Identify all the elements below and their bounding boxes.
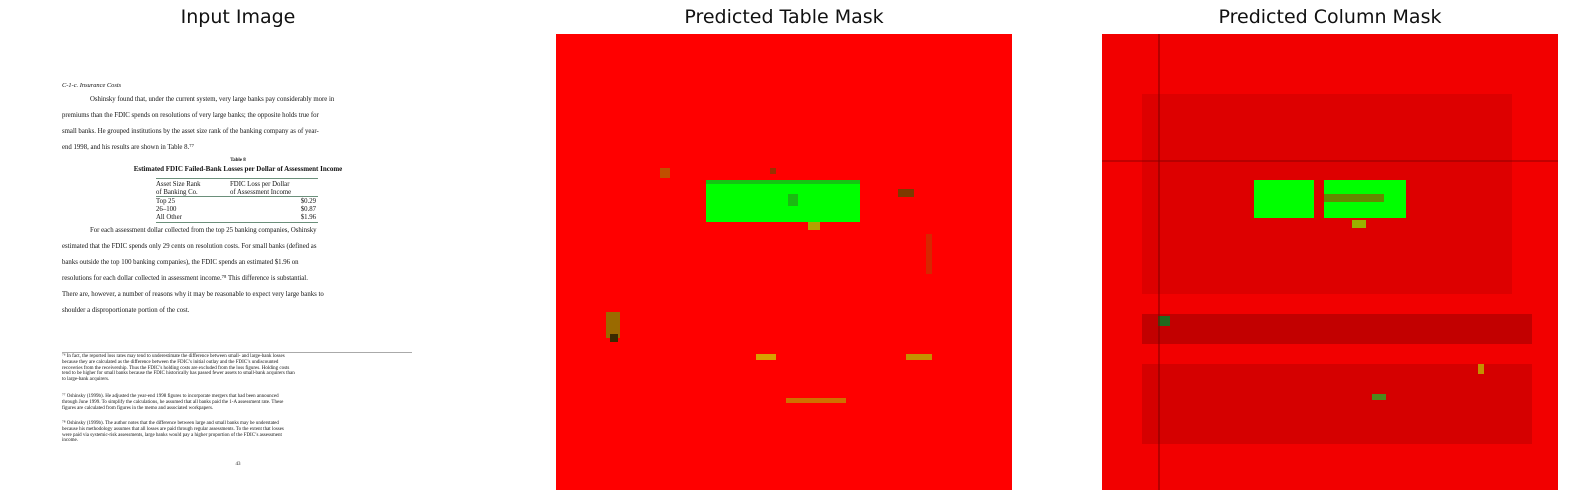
footnote-line: ⁷⁷ Oshinsky (1999b). He adjusted the yea…	[62, 394, 279, 399]
mask-noise	[788, 194, 798, 206]
mask-noise	[610, 334, 618, 342]
paragraph-line: small banks. He grouped institutions by …	[62, 128, 319, 135]
footnote-line: tend to be higher for small banks becaus…	[62, 371, 295, 377]
table-cell: 26–100	[156, 206, 177, 213]
table-mask-panel	[556, 34, 1012, 490]
table-header-cell: Asset Size Rank	[156, 181, 201, 188]
footnote-line: were paid via systemic-risk assessments,…	[62, 432, 282, 438]
mask-noise	[606, 312, 620, 338]
mask-grid-line	[1158, 34, 1160, 490]
table-top-rule	[156, 178, 318, 179]
table-header-cell: of Banking Co.	[156, 189, 198, 196]
section-heading: C-1-c. Insurance Costs	[62, 82, 122, 89]
column-region	[1254, 180, 1314, 218]
footnote-78: ⁷⁸ Oshinsky (1999b). The author notes th…	[62, 421, 414, 444]
mask-noise	[1372, 394, 1386, 400]
footnote-76: ⁷⁶ In fact, the reported loss rates may …	[62, 354, 414, 383]
footnote-line: ⁷⁸ Oshinsky (1999b). The author notes th…	[62, 421, 279, 426]
footnote-line: to large-bank acquirers.	[62, 377, 110, 383]
table-cell: $0.87	[300, 206, 316, 213]
paragraph-line: For each assessment dollar collected fro…	[90, 227, 317, 234]
table-header-cell: of Assessment Income	[230, 189, 292, 196]
mask-noise	[770, 168, 776, 174]
mask-texture	[1142, 364, 1532, 444]
table-cell: $1.96	[300, 214, 316, 221]
document-page: C-1-c. Insurance Costs Oshinsky found th…	[10, 34, 466, 490]
paragraph-1: Oshinsky found that, under the current s…	[62, 92, 414, 156]
footnote-line: through June 1999. To simplify the calcu…	[62, 399, 284, 405]
mask-grid-line	[1102, 160, 1558, 162]
table-cell: All Other	[156, 214, 182, 221]
mask-noise	[756, 354, 776, 360]
paragraph-line: end 1998, and his results are shown in T…	[62, 144, 194, 151]
footnote-line: ⁷⁶ In fact, the reported loss rates may …	[62, 354, 285, 359]
mask-noise	[898, 189, 914, 197]
paragraph-line: resolutions for each dollar collected in…	[62, 275, 308, 282]
mask-noise	[926, 234, 932, 274]
paragraph-line: shoulder a disproportionate portion of t…	[62, 307, 190, 314]
table-region	[706, 180, 860, 222]
table-cell: Top 25	[156, 198, 175, 205]
column-mask-title: Predicted Column Mask	[1218, 6, 1442, 28]
table-number: Table 8	[230, 158, 246, 163]
mask-noise	[660, 168, 670, 178]
paragraph-line: premiums than the FDIC spends on resolut…	[62, 112, 319, 119]
table-cell: $0.29	[300, 198, 316, 205]
mask-noise	[1324, 194, 1384, 202]
paragraph-line: estimated that the FDIC spends only 29 c…	[62, 243, 317, 250]
mask-noise	[906, 354, 932, 360]
input-image-panel: C-1-c. Insurance Costs Oshinsky found th…	[10, 34, 466, 490]
paragraph-line: There are, however, a number of reasons …	[62, 291, 324, 298]
table-caption: Estimated FDIC Failed-Bank Losses per Do…	[133, 165, 343, 173]
page-number: 43	[235, 462, 241, 467]
footnote-line: income.	[62, 438, 78, 444]
table-header-cell: FDIC Loss per Dollar	[230, 181, 290, 188]
paragraph-line: Oshinsky found that, under the current s…	[90, 96, 335, 103]
mask-noise	[786, 398, 846, 403]
mask-edge	[706, 180, 860, 184]
mask-noise	[1478, 364, 1484, 374]
footnote-line: figures are calculated from figures in t…	[62, 405, 214, 411]
mask-noise	[808, 222, 820, 230]
footnote-rule	[62, 352, 412, 353]
footnote-line: because his methodology assumes that all…	[62, 426, 284, 432]
paragraph-2: For each assessment dollar collected fro…	[62, 223, 414, 319]
mask-texture	[1142, 314, 1532, 344]
paragraph-line: banks outside the top 100 banking compan…	[62, 259, 299, 266]
table-mask-title: Predicted Table Mask	[684, 6, 884, 28]
mask-noise	[1352, 220, 1366, 228]
input-image-title: Input Image	[180, 6, 296, 28]
table-bottom-rule	[156, 222, 318, 223]
footnote-77: ⁷⁷ Oshinsky (1999b). He adjusted the yea…	[62, 394, 414, 411]
mask-noise	[1158, 316, 1170, 326]
footnote-line: because they are calculated as the diffe…	[62, 359, 279, 365]
table-header-rule	[156, 196, 318, 197]
footnote-line: recoveries from the receivership. Thus t…	[62, 365, 290, 371]
column-mask-panel	[1102, 34, 1558, 490]
